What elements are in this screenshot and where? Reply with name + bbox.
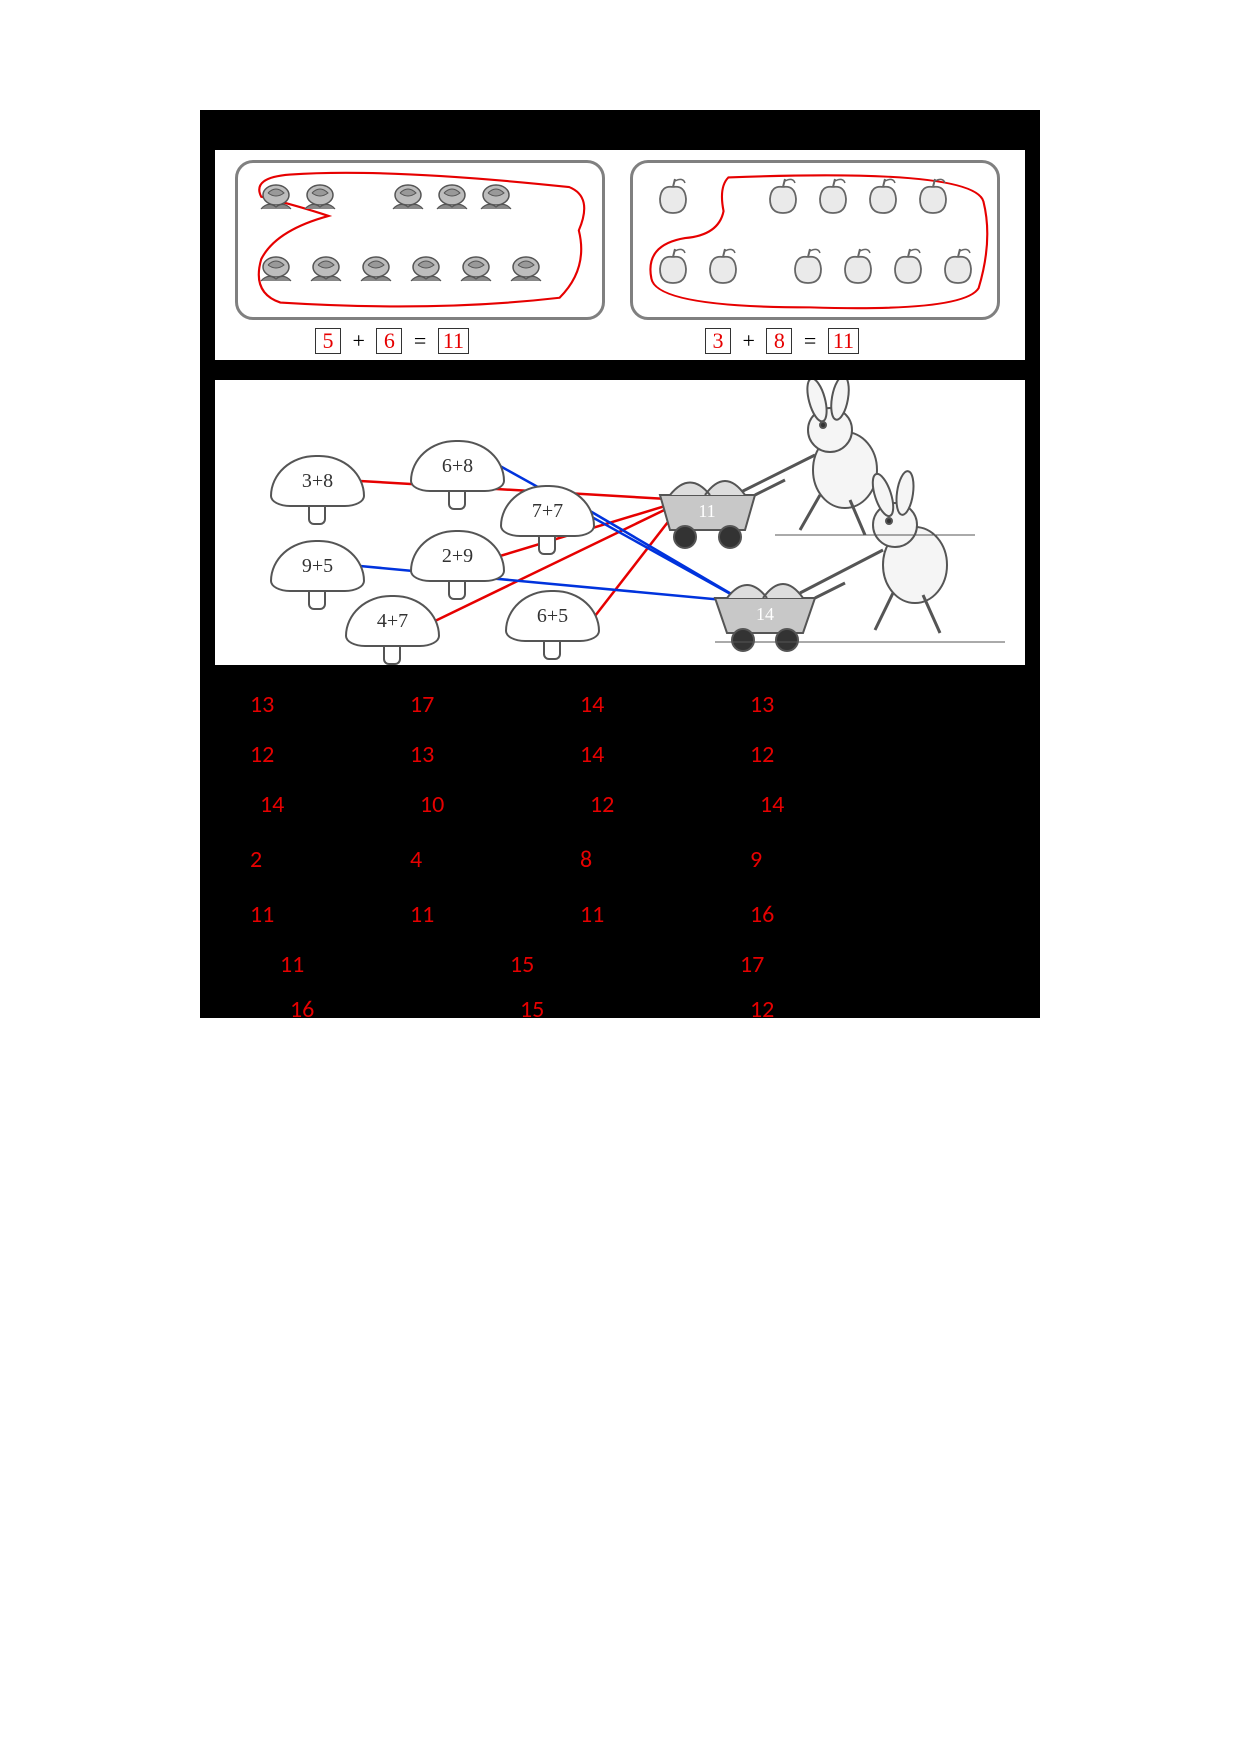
answer-value: 11 — [410, 900, 434, 929]
answer-row: 11 15 17 — [220, 950, 1020, 994]
answer-value: 9 — [750, 845, 762, 874]
answer-row: 13 17 14 13 — [220, 690, 1020, 734]
apple-icon — [813, 175, 853, 217]
mushroom-label: 2+9 — [410, 530, 505, 582]
apple-icon — [653, 175, 693, 217]
apple-icon — [938, 245, 978, 287]
eq-right-eq: = — [804, 328, 816, 353]
section-1-panels: 5 + 6 = 11 3 + 8 = 11 — [215, 150, 1025, 360]
apple-icon — [703, 245, 743, 287]
rose-icon — [456, 253, 496, 288]
mushroom-label: 4+7 — [345, 595, 440, 647]
apple-icon — [913, 175, 953, 217]
mushroom-m7: 6+5 — [505, 590, 600, 660]
rose-icon — [406, 253, 446, 288]
mushroom-m1: 3+8 — [270, 455, 365, 525]
apple-icon — [763, 175, 803, 217]
answer-row: 12 13 14 12 — [220, 740, 1020, 784]
equation-right: 3 + 8 = 11 — [705, 326, 859, 354]
rose-icon — [306, 253, 346, 288]
answer-value: 8 — [580, 845, 592, 874]
rose-icon — [256, 253, 296, 288]
mushroom-m5: 2+9 — [410, 530, 505, 600]
apple-icon — [838, 245, 878, 287]
answer-value: 16 — [290, 995, 314, 1024]
answer-row: 11 11 11 16 — [220, 900, 1020, 944]
answer-value: 4 — [410, 845, 422, 874]
apple-icon — [888, 245, 928, 287]
apple-icon — [788, 245, 828, 287]
apple-icon — [653, 245, 693, 287]
apple-icon — [863, 175, 903, 217]
eq-right-result: 11 — [828, 328, 859, 354]
eq-right-b: 8 — [766, 328, 792, 354]
cart-14: 14 — [715, 583, 845, 651]
eq-left-result: 11 — [438, 328, 469, 354]
rose-icon — [256, 181, 296, 216]
answer-value: 14 — [260, 790, 284, 819]
answer-value: 12 — [590, 790, 614, 819]
answer-value: 17 — [410, 690, 434, 719]
eq-left-b: 6 — [376, 328, 402, 354]
mushroom-m2: 6+8 — [410, 440, 505, 510]
answer-value: 14 — [760, 790, 784, 819]
svg-text:11: 11 — [698, 501, 715, 521]
rose-icon — [388, 181, 428, 216]
answer-value: 13 — [250, 690, 274, 719]
eq-right-a: 3 — [705, 328, 731, 354]
mushroom-label: 3+8 — [270, 455, 365, 507]
rose-icon — [300, 181, 340, 216]
mushroom-m6: 4+7 — [345, 595, 440, 665]
answer-row: 16 15 12 — [220, 995, 1020, 1039]
mushroom-label: 9+5 — [270, 540, 365, 592]
answer-value: 12 — [750, 740, 774, 769]
cart-11: 11 — [660, 480, 785, 548]
answer-value: 11 — [580, 900, 604, 929]
answer-value: 12 — [750, 995, 774, 1024]
answer-row: 14 10 12 14 — [220, 790, 1020, 834]
mushroom-label: 6+8 — [410, 440, 505, 492]
rose-icon — [432, 181, 472, 216]
answer-value: 11 — [250, 900, 274, 929]
answer-row: 2 4 8 9 — [220, 845, 1020, 889]
panel-roses — [235, 160, 605, 320]
answer-value: 2 — [250, 845, 262, 874]
svg-text:14: 14 — [756, 604, 774, 624]
answer-value: 15 — [510, 950, 534, 979]
eq-left-a: 5 — [315, 328, 341, 354]
answer-value: 13 — [750, 690, 774, 719]
answer-value: 14 — [580, 740, 604, 769]
worksheet-container: 5 + 6 = 11 3 + 8 = 11 3+86+87+79+52+94+7… — [200, 110, 1040, 1018]
answer-value: 17 — [740, 950, 764, 979]
mushroom-label: 7+7 — [500, 485, 595, 537]
answer-value: 16 — [750, 900, 774, 929]
eq-left-eq: = — [414, 328, 426, 353]
eq-right-plus: + — [743, 328, 755, 353]
panel-apples — [630, 160, 1000, 320]
answer-value: 10 — [420, 790, 444, 819]
answer-value: 11 — [280, 950, 304, 979]
mushroom-label: 6+5 — [505, 590, 600, 642]
equation-left: 5 + 6 = 11 — [315, 326, 469, 354]
answer-value: 13 — [410, 740, 434, 769]
answer-value: 12 — [250, 740, 274, 769]
section-2-matching: 3+8 6+87+7 9+5 2+9 4+7 6+5 11 — [215, 380, 1025, 665]
rose-icon — [506, 253, 546, 288]
rose-icon — [356, 253, 396, 288]
answer-value: 15 — [520, 995, 544, 1024]
eq-left-plus: + — [353, 328, 365, 353]
mushroom-m3: 7+7 — [500, 485, 595, 555]
answer-value: 14 — [580, 690, 604, 719]
rose-icon — [476, 181, 516, 216]
